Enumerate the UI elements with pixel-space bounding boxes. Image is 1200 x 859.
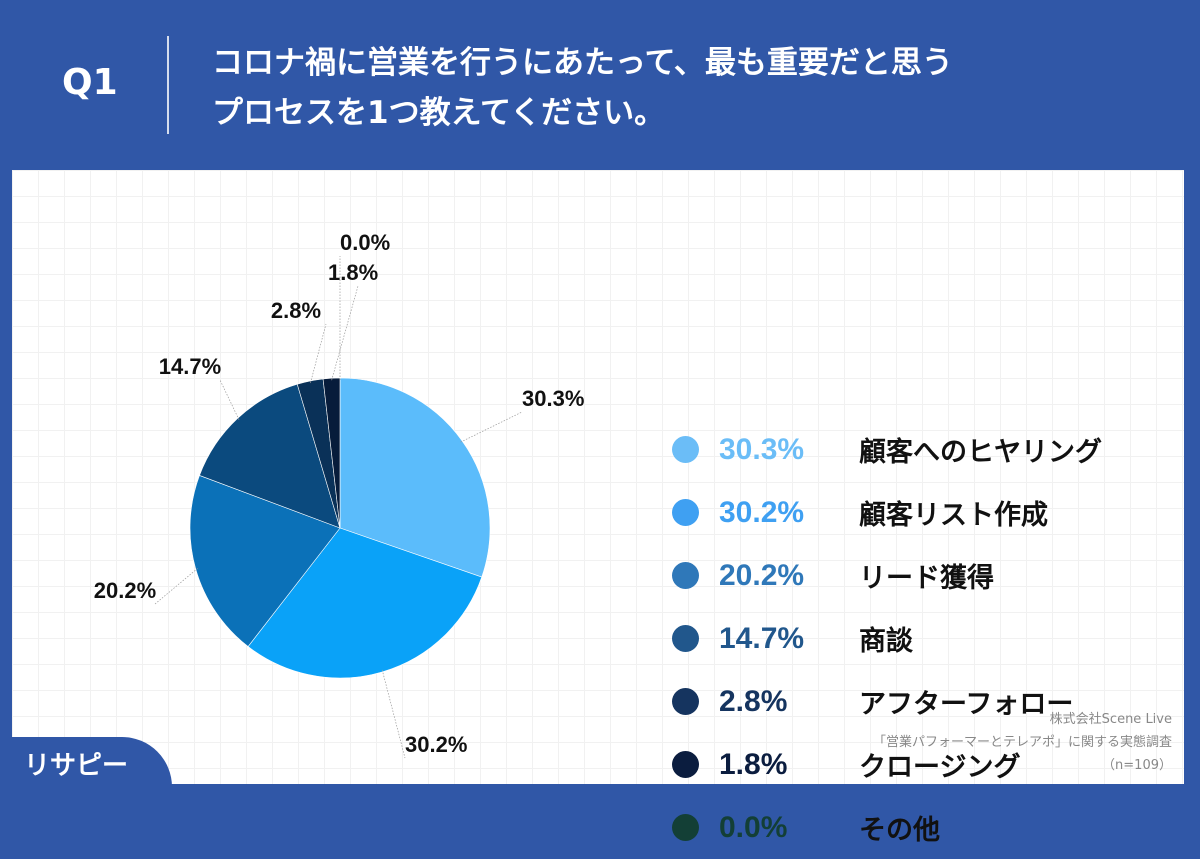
legend-item: 30.2% 顧客リスト作成 bbox=[672, 481, 1102, 544]
title-line-2: プロセスを1つ教えてください。 bbox=[212, 95, 666, 131]
data-label: 0.0% bbox=[340, 230, 390, 255]
legend-label: クロージング bbox=[859, 752, 1021, 783]
data-label: 30.2% bbox=[405, 732, 467, 757]
title-line-1: コロナ禍に営業を行うにあたって、最も重要だと思う bbox=[212, 45, 953, 81]
pie-chart: 30.3% 30.2% 20.2% 14.7% 2.8% 1.8% 0.0% bbox=[94, 230, 584, 759]
legend-swatch bbox=[672, 436, 699, 463]
legend-swatch bbox=[672, 562, 699, 589]
legend-percent: 20.2% bbox=[719, 558, 805, 592]
data-label: 30.3% bbox=[522, 386, 584, 411]
data-label: 14.7% bbox=[159, 354, 221, 379]
legend-item: 20.2% リード獲得 bbox=[672, 544, 1102, 607]
pie-slice bbox=[339, 377, 491, 578]
legend-swatch bbox=[672, 625, 699, 652]
legend-item: 1.8% クロージング bbox=[672, 733, 1102, 796]
legend-label: その他 bbox=[859, 815, 940, 846]
legend-percent: 14.7% bbox=[719, 621, 805, 655]
legend-percent: 2.8% bbox=[719, 684, 788, 718]
leader-line bbox=[381, 669, 406, 759]
logo: リサピー bbox=[0, 737, 172, 800]
leader-line bbox=[154, 568, 198, 605]
source-survey: 「営業パフォーマーとテレアポ」に関する実態調査 bbox=[872, 735, 1172, 750]
pie-slice bbox=[199, 383, 341, 529]
data-label: 2.8% bbox=[271, 298, 321, 323]
legend-label: 顧客リスト作成 bbox=[859, 500, 1048, 531]
legend-label: アフターフォロー bbox=[859, 689, 1074, 720]
source: 株式会社Scene Live 「営業パフォーマーとテレアポ」に関する実態調査 （… bbox=[873, 708, 1172, 777]
legend-item: 30.3% 顧客へのヒヤリング bbox=[672, 418, 1102, 481]
leader-line bbox=[310, 323, 327, 384]
legend-swatch bbox=[672, 688, 699, 715]
legend-label: リード獲得 bbox=[859, 563, 994, 594]
pie-slice bbox=[247, 527, 483, 679]
legend-percent: 30.3% bbox=[719, 432, 805, 466]
legend-label: 顧客へのヒヤリング bbox=[859, 437, 1102, 468]
source-n: （n=109） bbox=[1102, 758, 1172, 773]
legend-label: 商談 bbox=[859, 626, 913, 657]
legend-item: 2.8% アフターフォロー bbox=[672, 670, 1102, 733]
source-company: 株式会社Scene Live bbox=[1049, 712, 1172, 727]
legend-swatch bbox=[672, 814, 699, 841]
data-label: 1.8% bbox=[328, 260, 378, 285]
leader-line bbox=[460, 411, 523, 443]
legend-percent: 30.2% bbox=[719, 495, 805, 529]
legend-percent: 1.8% bbox=[719, 747, 788, 781]
divider bbox=[167, 36, 169, 134]
question-title: コロナ禍に営業を行うにあたって、最も重要だと思う プロセスを1つ教えてください。 bbox=[212, 38, 1112, 138]
chart-card: 30.3% 30.2% 20.2% 14.7% 2.8% 1.8% 0.0% 30.3% 顧客… bbox=[12, 170, 1184, 846]
legend-swatch bbox=[672, 751, 699, 778]
data-label: 20.2% bbox=[94, 578, 156, 603]
pie-slice bbox=[322, 377, 341, 529]
legend-swatch bbox=[672, 499, 699, 526]
legend-item: 14.7% 商談 bbox=[672, 607, 1102, 670]
logo-text: リサピー bbox=[24, 751, 129, 781]
leader-line bbox=[219, 379, 240, 420]
pie-slice bbox=[189, 475, 341, 647]
question-number: Q1 bbox=[62, 62, 118, 103]
legend-item: 0.0% その他 bbox=[672, 796, 1102, 859]
legend-percent: 0.0% bbox=[719, 810, 788, 844]
leader-line bbox=[331, 285, 359, 381]
legend: 30.3% 顧客へのヒヤリング 30.2% 顧客リスト作成 20.2% リード獲得 14.7… bbox=[672, 418, 1102, 859]
